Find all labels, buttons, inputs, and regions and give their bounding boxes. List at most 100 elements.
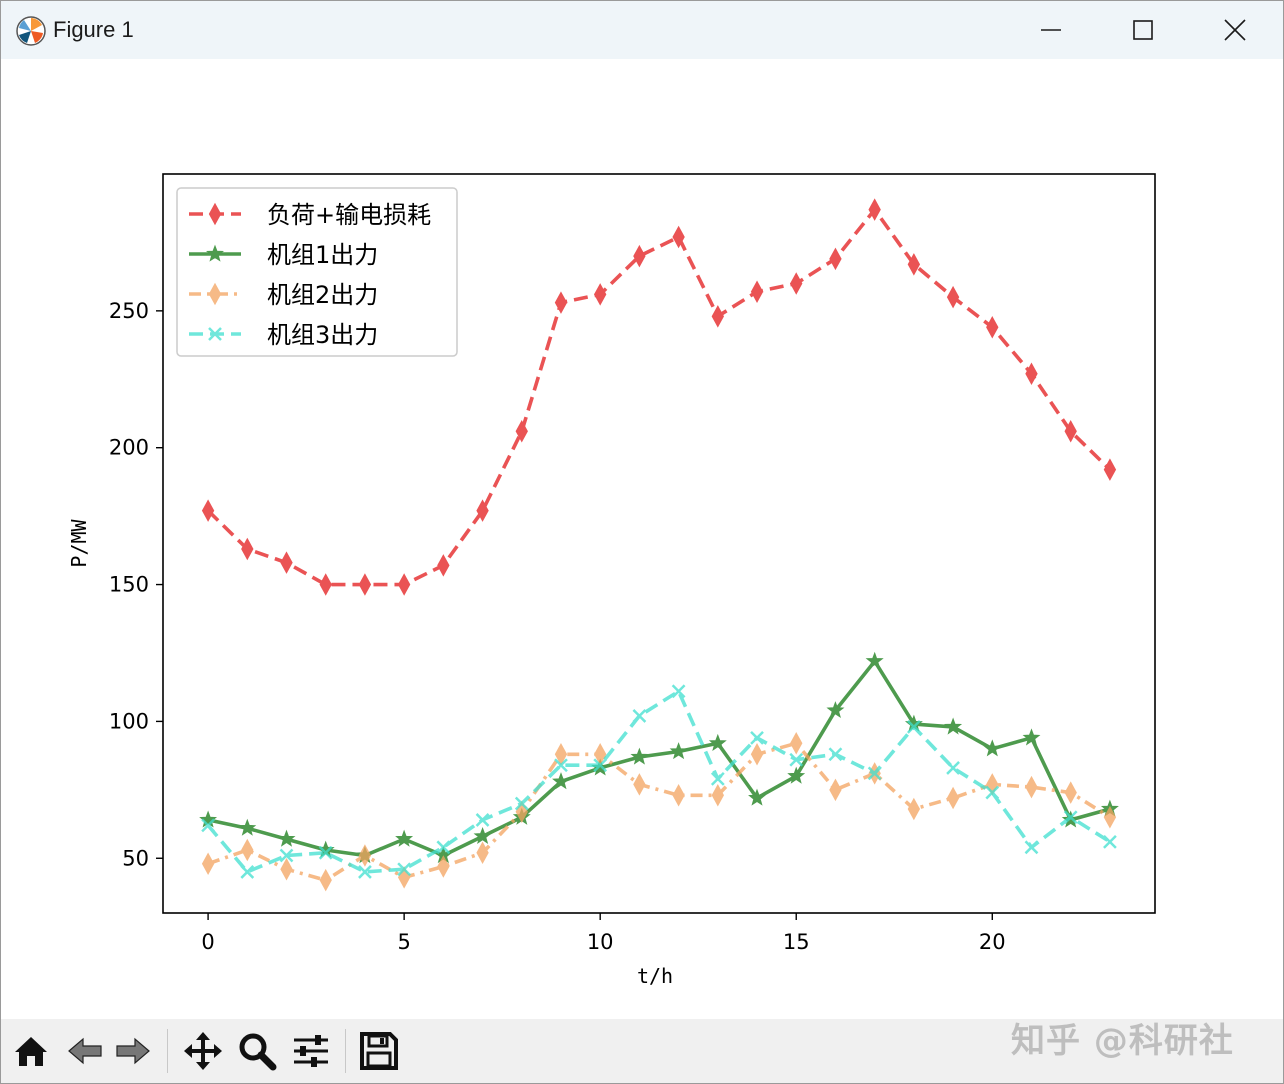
legend-box: [176, 187, 458, 357]
data-point: [437, 855, 450, 878]
data-point: [867, 766, 882, 781]
data-point: [358, 573, 372, 596]
data-point: [630, 747, 649, 765]
data-point: [907, 253, 921, 276]
data-point: [208, 282, 222, 306]
maximize-icon: [1133, 20, 1153, 40]
data-point: [789, 752, 804, 767]
x-tick-label: 15: [783, 930, 810, 954]
data-point: [1025, 362, 1038, 386]
y-tick-label: 250: [109, 299, 149, 323]
data-point: [868, 198, 881, 221]
data-point: [1064, 420, 1077, 443]
data-point: [671, 684, 686, 699]
data-point: [395, 829, 414, 847]
data-point: [1064, 781, 1077, 804]
data-point: [1025, 775, 1038, 799]
legend-handle: [189, 202, 241, 226]
legend-handle: [189, 244, 241, 262]
data-point: [208, 327, 222, 341]
data-point: [986, 316, 999, 339]
save-button[interactable]: [355, 1027, 403, 1075]
series-4: [201, 684, 1117, 879]
forward-button[interactable]: [109, 1027, 157, 1075]
legend-handle: [189, 282, 241, 306]
legend-label: 机组1出力: [267, 241, 378, 269]
data-point: [436, 840, 451, 855]
data-point: [554, 291, 568, 314]
data-point: [277, 829, 296, 847]
back-button[interactable]: [61, 1027, 109, 1075]
data-point: [397, 573, 411, 596]
close-button[interactable]: [1189, 1, 1281, 59]
data-point: [201, 499, 215, 522]
data-point: [475, 813, 490, 827]
data-point: [983, 739, 1002, 757]
data-point: [710, 772, 725, 786]
data-point: [240, 865, 255, 879]
x-tick-label: 0: [201, 930, 214, 954]
x-tick-label: 20: [979, 930, 1006, 954]
data-point: [280, 551, 293, 574]
data-point: [748, 788, 766, 806]
home-button[interactable]: [7, 1027, 55, 1075]
data-point: [711, 784, 724, 807]
data-point: [946, 761, 960, 775]
forward-arrow-icon: [116, 1037, 150, 1065]
minimize-button[interactable]: [1005, 1, 1097, 59]
data-point: [1103, 805, 1117, 829]
legend-label: 机组2出力: [267, 281, 378, 309]
legend-label: 机组3出力: [267, 321, 378, 349]
data-point: [473, 826, 492, 844]
line-chart: 0 5 10 15 20 50 100 150 200 250 t/h P/MW 负荷+输电损耗机组1出…: [67, 173, 1156, 988]
data-point: [593, 758, 608, 773]
data-point: [397, 862, 412, 877]
data-point: [946, 786, 960, 810]
navigation-toolbar: [1, 1019, 1283, 1083]
data-point: [1063, 810, 1078, 825]
axes-frame: [162, 173, 1156, 914]
data-point: [241, 537, 254, 561]
legend-handle: [189, 327, 241, 341]
data-point: [206, 244, 224, 262]
data-point: [280, 857, 293, 881]
x-tick-label: 5: [397, 930, 410, 954]
data-point: [199, 810, 218, 828]
data-point: [319, 868, 332, 892]
data-point: [594, 283, 607, 306]
series-line: [206, 207, 1112, 587]
matplotlib-icon: [15, 15, 47, 47]
data-point: [358, 844, 372, 867]
data-point: [708, 733, 727, 751]
home-icon: [15, 1037, 47, 1066]
data-point: [241, 838, 254, 862]
data-point: [632, 709, 647, 723]
data-point: [1024, 840, 1039, 855]
data-point: [318, 845, 333, 860]
pan-button[interactable]: [179, 1027, 227, 1075]
data-point: [201, 818, 215, 833]
data-point: [1103, 834, 1117, 849]
data-point: [750, 730, 764, 745]
data-point: [476, 841, 489, 865]
data-point: [829, 778, 842, 802]
configure-subplots-button[interactable]: [287, 1027, 335, 1075]
data-point: [829, 247, 842, 271]
maximize-button[interactable]: [1097, 1, 1189, 59]
move-arrows-icon: [184, 1032, 222, 1070]
data-point: [633, 773, 646, 796]
data-point: [554, 758, 568, 773]
legend-label: 负荷+输电损耗: [267, 201, 431, 229]
magnifier-icon: [239, 1033, 277, 1071]
title-bar[interactable]: Figure 1: [1, 1, 1283, 59]
zoom-button[interactable]: [233, 1027, 281, 1075]
data-point: [946, 285, 960, 309]
data-point: [201, 852, 215, 875]
x-tick-label: 10: [587, 930, 614, 954]
series-line: [207, 741, 1111, 883]
figure-canvas[interactable]: 0 5 10 15 20 50 100 150 200 250 t/h P/MW 负荷+输电损耗 机组1出…: [1, 59, 1283, 1019]
data-point: [672, 784, 685, 807]
data-point: [865, 651, 884, 669]
